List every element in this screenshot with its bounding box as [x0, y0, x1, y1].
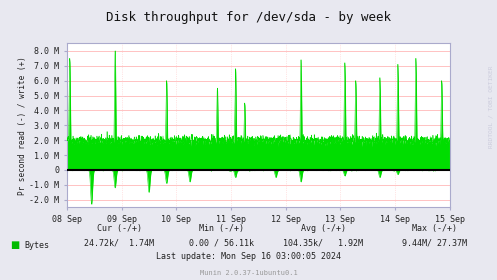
Text: RRDTOOL / TOBI OETIKER: RRDTOOL / TOBI OETIKER	[488, 65, 493, 148]
Text: Munin 2.0.37-1ubuntu0.1: Munin 2.0.37-1ubuntu0.1	[200, 270, 297, 276]
Text: 104.35k/   1.92M: 104.35k/ 1.92M	[283, 238, 363, 247]
Text: 24.72k/  1.74M: 24.72k/ 1.74M	[84, 238, 154, 247]
Text: Cur (-/+): Cur (-/+)	[97, 224, 142, 233]
Text: 9.44M/ 27.37M: 9.44M/ 27.37M	[403, 238, 467, 247]
Text: 0.00 / 56.11k: 0.00 / 56.11k	[189, 238, 253, 247]
Text: Disk throughput for /dev/sda - by week: Disk throughput for /dev/sda - by week	[106, 11, 391, 24]
Text: Min (-/+): Min (-/+)	[199, 224, 244, 233]
Text: Bytes: Bytes	[25, 241, 50, 249]
Text: Avg (-/+): Avg (-/+)	[301, 224, 345, 233]
Text: ■: ■	[10, 240, 19, 250]
Y-axis label: Pr second read (-) / write (+): Pr second read (-) / write (+)	[18, 56, 27, 195]
Text: Max (-/+): Max (-/+)	[413, 224, 457, 233]
Text: Last update: Mon Sep 16 03:00:05 2024: Last update: Mon Sep 16 03:00:05 2024	[156, 252, 341, 261]
